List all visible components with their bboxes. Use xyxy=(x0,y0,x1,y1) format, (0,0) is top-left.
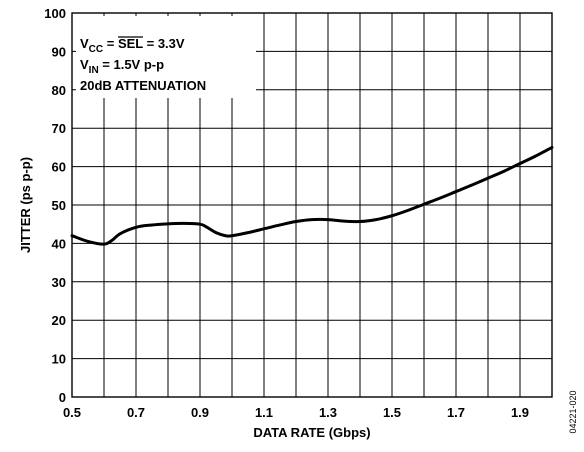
y-tick-label: 40 xyxy=(52,236,66,251)
y-tick-label: 80 xyxy=(52,83,66,98)
annotation-background xyxy=(76,16,256,98)
y-tick-label: 20 xyxy=(52,313,66,328)
x-tick-label: 1.3 xyxy=(319,405,337,420)
plot-frame xyxy=(71,12,553,398)
annotation-vin: VIN = 1.5V p-p xyxy=(80,57,164,76)
jitter-curve xyxy=(70,145,554,246)
y-tick-label: 30 xyxy=(52,275,66,290)
y-axis-label: JITTER (ps p-p) xyxy=(18,157,33,253)
x-tick-label: 1.7 xyxy=(447,405,465,420)
x-axis-label: DATA RATE (Gbps) xyxy=(253,425,370,440)
y-tick-label: 0 xyxy=(59,390,66,405)
grid xyxy=(72,13,552,397)
y-tick-label: 70 xyxy=(52,121,66,136)
x-tick-label: 0.5 xyxy=(63,405,81,420)
y-tick-label: 50 xyxy=(52,198,66,213)
x-tick-label: 1.1 xyxy=(255,405,273,420)
y-tick-labels: 0 10 20 30 40 50 60 70 80 90 100 xyxy=(44,6,66,405)
series-layer xyxy=(70,145,554,246)
figure-id: 04221-020 xyxy=(568,390,578,433)
y-tick-label: 10 xyxy=(52,352,66,367)
y-tick-label: 100 xyxy=(44,6,66,21)
x-tick-labels: 0.5 0.7 0.9 1.1 1.3 1.5 1.7 1.9 xyxy=(63,405,529,420)
y-tick-label: 90 xyxy=(52,44,66,59)
x-tick-label: 0.7 xyxy=(127,405,145,420)
annotation-vcc: VCC = SEL = 3.3V xyxy=(80,36,185,55)
x-tick-label: 0.9 xyxy=(191,405,209,420)
x-tick-label: 1.5 xyxy=(383,405,401,420)
x-tick-label: 1.9 xyxy=(511,405,529,420)
annotation-box: VCC = SEL = 3.3V VIN = 1.5V p-p 20dB ATT… xyxy=(76,16,256,98)
annotation-attenuation: 20dB ATTENUATION xyxy=(80,78,206,93)
y-tick-label: 60 xyxy=(52,160,66,175)
